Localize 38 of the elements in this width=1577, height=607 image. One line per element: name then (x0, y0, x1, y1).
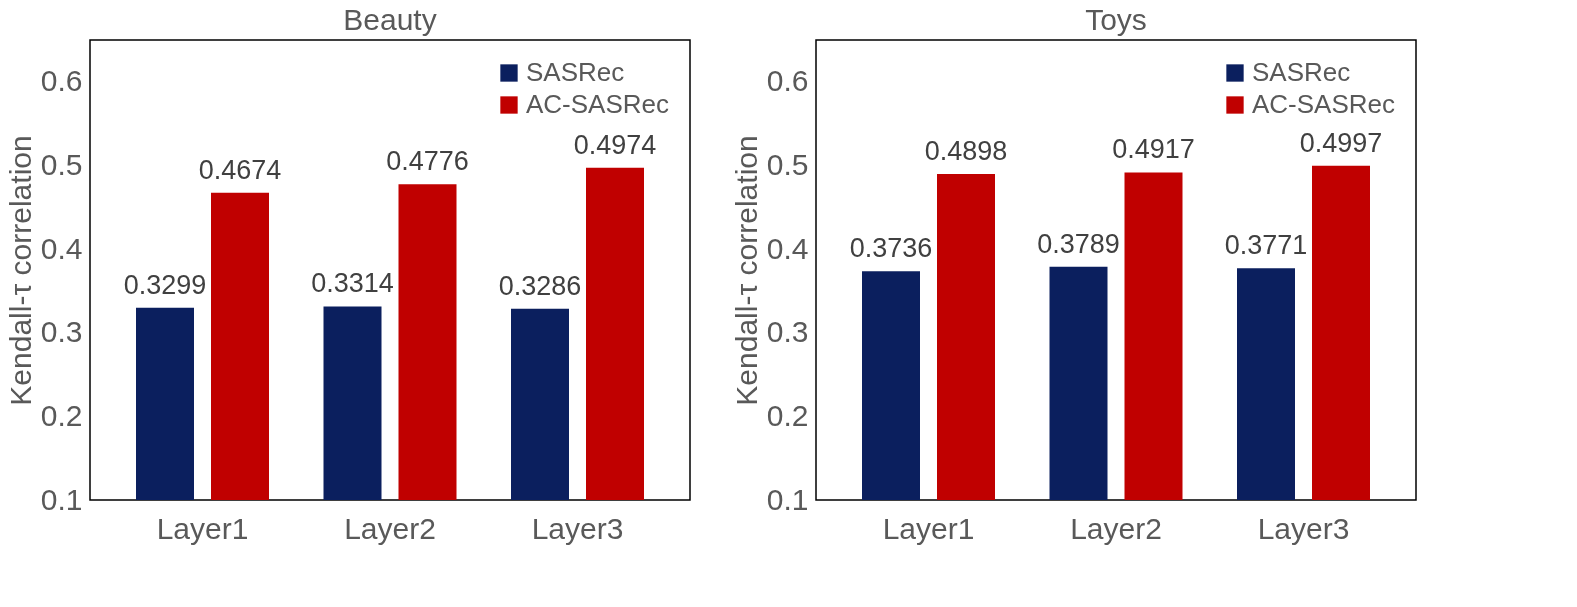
x-tick-label: Layer1 (156, 511, 249, 545)
data-label: 0.4997 (1299, 127, 1383, 158)
y-tick-label: 0.6 (766, 64, 809, 98)
legend-label: SASRec (526, 57, 625, 87)
y-tick-label: 0.2 (766, 398, 809, 432)
data-label: 0.3314 (311, 268, 394, 299)
data-label: 0.3736 (849, 233, 933, 264)
y-tick-label: 0.5 (766, 147, 809, 181)
data-label: 0.4917 (1112, 134, 1195, 165)
x-tick-label: Layer1 (882, 511, 975, 545)
data-label: 0.3299 (123, 269, 207, 300)
y-tick-label: 0.5 (40, 147, 83, 181)
x-tick-label: Layer2 (344, 511, 436, 545)
chart-title: Toys (1085, 3, 1147, 36)
x-tick-label: Layer3 (1257, 511, 1350, 545)
y-tick-label: 0.1 (766, 482, 809, 516)
legend-label: SASRec (1252, 57, 1351, 87)
data-label: 0.4776 (386, 146, 469, 177)
chart-title: Beauty (343, 3, 437, 36)
y-axis-title: Kendall-τ correlation (729, 135, 763, 406)
data-label: 0.4974 (573, 129, 657, 160)
legend-label: AC-SASRec (526, 89, 670, 119)
y-tick-label: 0.6 (40, 64, 83, 98)
y-tick-label: 0.2 (40, 398, 83, 432)
data-label: 0.3789 (1037, 228, 1120, 259)
y-tick-label: 0.3 (40, 315, 83, 349)
data-label: 0.3771 (1224, 230, 1308, 261)
x-tick-label: Layer2 (1070, 511, 1162, 545)
y-tick-label: 0.3 (766, 315, 809, 349)
data-label: 0.4674 (198, 154, 282, 185)
x-tick-label: Layer3 (531, 511, 624, 545)
y-tick-label: 0.4 (40, 231, 83, 265)
y-tick-label: 0.4 (766, 231, 809, 265)
data-label: 0.3286 (498, 270, 582, 301)
legend-label: AC-SASRec (1252, 89, 1396, 119)
y-tick-label: 0.1 (40, 482, 83, 516)
y-axis-title: Kendall-τ correlation (3, 135, 37, 406)
data-label: 0.4898 (924, 135, 1008, 166)
